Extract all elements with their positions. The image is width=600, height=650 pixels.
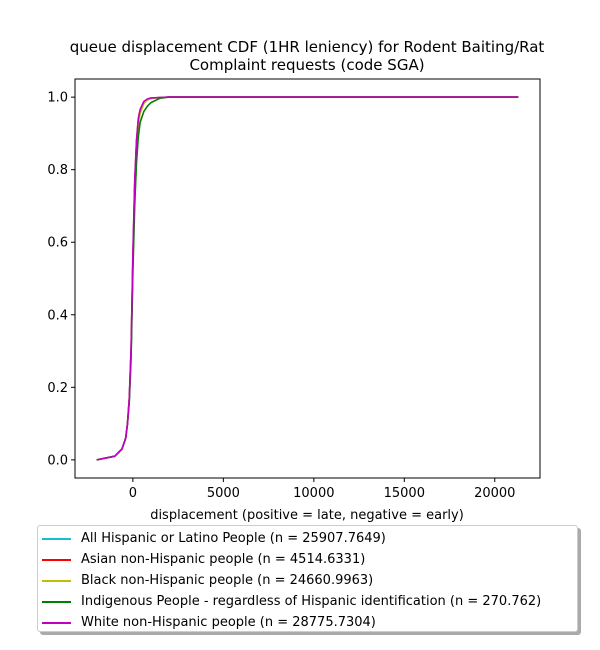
series-lines [96, 96, 519, 461]
chart-title-line-2: Complaint requests (code SGA) [189, 56, 424, 74]
x-tick-label: 10000 [293, 486, 334, 501]
series-line-0 [96, 96, 519, 461]
legend-item: All Hispanic or Latino People (n = 25907… [38, 528, 577, 549]
legend-item: Black non-Hispanic people (n = 24660.996… [38, 570, 577, 591]
x-tick-label: 0 [129, 486, 137, 501]
x-tick-label: 15000 [384, 486, 425, 501]
series-line-3 [96, 96, 519, 461]
y-axis: 0.0 0.2 0.4 0.6 0.8 1.0 [47, 91, 75, 468]
y-tick-label: 1.0 [47, 91, 68, 106]
legend: All Hispanic or Latino People (n = 25907… [37, 525, 578, 632]
legend-label: Indigenous People - regardless of Hispan… [81, 594, 542, 609]
legend-swatch [42, 579, 71, 582]
legend-label: White non-Hispanic people (n = 28775.730… [81, 615, 376, 630]
legend-item: Asian non-Hispanic people (n = 4514.6331… [38, 549, 577, 570]
chart-title-line-1: queue displacement CDF (1HR leniency) fo… [70, 38, 545, 56]
legend-label: Asian non-Hispanic people (n = 4514.6331… [81, 552, 366, 567]
legend-swatch [42, 600, 71, 603]
legend-item: Indigenous People - regardless of Hispan… [38, 591, 577, 612]
legend-swatch [42, 621, 71, 624]
y-tick-label: 0.8 [47, 163, 68, 178]
plot-area-frame [74, 78, 541, 479]
legend-swatch [42, 537, 71, 540]
x-axis-label: displacement (positive = late, negative … [150, 508, 464, 523]
y-tick-label: 0.6 [47, 236, 68, 251]
legend-swatch [42, 558, 71, 561]
legend-label: Black non-Hispanic people (n = 24660.996… [81, 573, 374, 588]
series-line-4 [96, 96, 519, 461]
x-axis: 0 5000 10000 15000 20000 [129, 478, 515, 501]
legend-label: All Hispanic or Latino People (n = 25907… [81, 531, 386, 546]
x-tick-label: 20000 [474, 486, 515, 501]
y-tick-label: 0.4 [47, 308, 68, 323]
series-line-2 [96, 96, 519, 461]
y-tick-label: 0.2 [47, 381, 68, 396]
x-tick-label: 5000 [207, 486, 240, 501]
legend-item: White non-Hispanic people (n = 28775.730… [38, 612, 577, 633]
series-line-1 [96, 96, 519, 461]
y-tick-label: 0.0 [47, 453, 68, 468]
